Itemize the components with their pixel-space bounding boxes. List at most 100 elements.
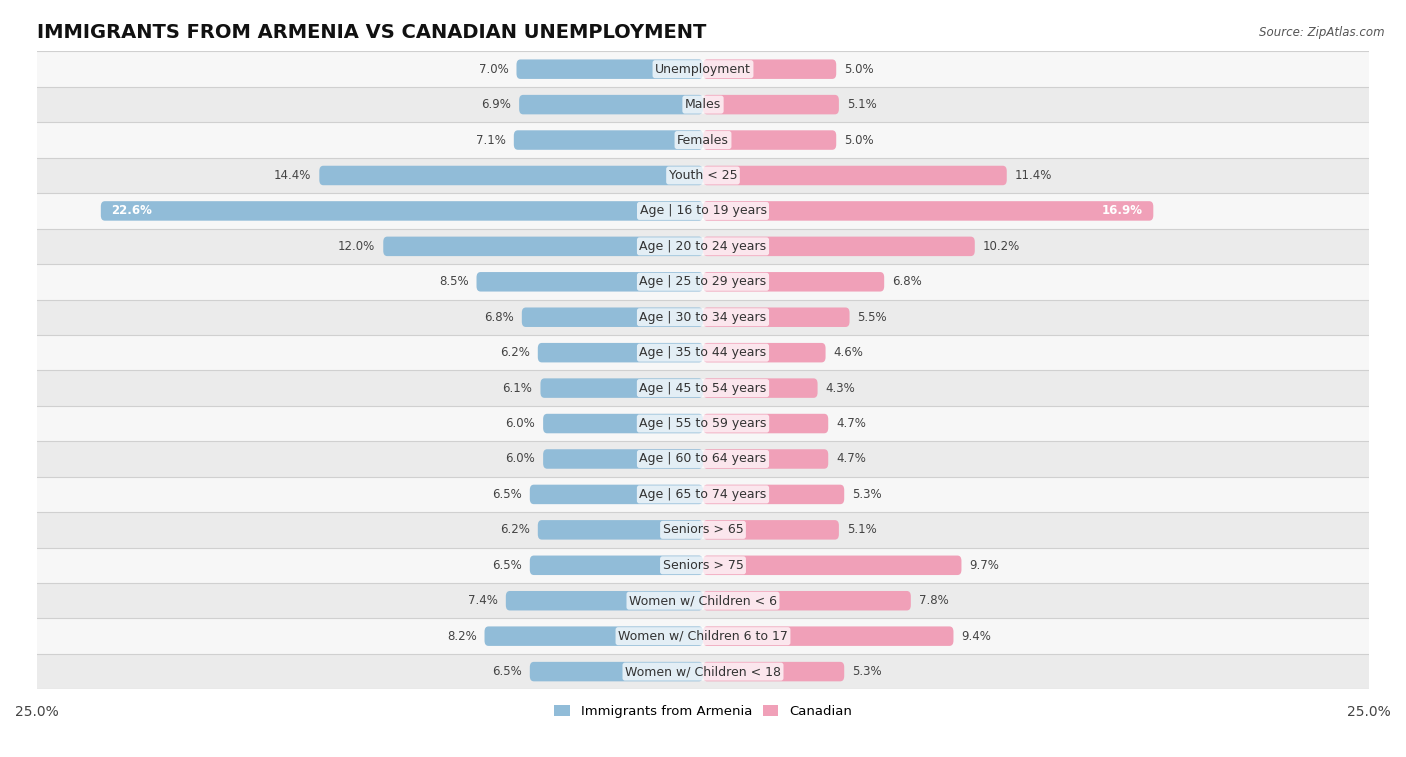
Text: 7.8%: 7.8% xyxy=(920,594,949,607)
Bar xyxy=(37,654,1369,690)
FancyBboxPatch shape xyxy=(540,378,703,398)
Text: Unemployment: Unemployment xyxy=(655,63,751,76)
Text: Source: ZipAtlas.com: Source: ZipAtlas.com xyxy=(1260,26,1385,39)
FancyBboxPatch shape xyxy=(519,95,703,114)
FancyBboxPatch shape xyxy=(703,95,839,114)
FancyBboxPatch shape xyxy=(522,307,703,327)
FancyBboxPatch shape xyxy=(703,449,828,469)
Text: Seniors > 65: Seniors > 65 xyxy=(662,523,744,537)
Bar xyxy=(37,547,1369,583)
FancyBboxPatch shape xyxy=(543,449,703,469)
Text: 6.9%: 6.9% xyxy=(481,98,512,111)
Bar xyxy=(37,618,1369,654)
FancyBboxPatch shape xyxy=(703,484,844,504)
Text: 8.5%: 8.5% xyxy=(439,276,468,288)
FancyBboxPatch shape xyxy=(506,591,703,610)
Bar xyxy=(37,300,1369,335)
Text: Males: Males xyxy=(685,98,721,111)
Text: 4.6%: 4.6% xyxy=(834,346,863,359)
Text: 6.2%: 6.2% xyxy=(501,523,530,537)
Text: 6.0%: 6.0% xyxy=(505,417,536,430)
FancyBboxPatch shape xyxy=(703,272,884,291)
FancyBboxPatch shape xyxy=(477,272,703,291)
Text: Women w/ Children < 18: Women w/ Children < 18 xyxy=(626,665,780,678)
Text: 4.7%: 4.7% xyxy=(837,417,866,430)
Text: 9.7%: 9.7% xyxy=(970,559,1000,572)
Text: 6.5%: 6.5% xyxy=(492,559,522,572)
Bar xyxy=(37,193,1369,229)
Bar xyxy=(37,335,1369,370)
Text: 10.2%: 10.2% xyxy=(983,240,1019,253)
Text: 12.0%: 12.0% xyxy=(337,240,375,253)
FancyBboxPatch shape xyxy=(703,237,974,256)
Text: 4.7%: 4.7% xyxy=(837,453,866,466)
FancyBboxPatch shape xyxy=(703,627,953,646)
FancyBboxPatch shape xyxy=(538,343,703,363)
Bar xyxy=(37,157,1369,193)
Text: 16.9%: 16.9% xyxy=(1102,204,1143,217)
Text: Women w/ Children < 6: Women w/ Children < 6 xyxy=(628,594,778,607)
Text: Females: Females xyxy=(678,133,728,147)
Text: Seniors > 75: Seniors > 75 xyxy=(662,559,744,572)
Bar xyxy=(37,264,1369,300)
Text: 5.3%: 5.3% xyxy=(852,665,882,678)
FancyBboxPatch shape xyxy=(703,414,828,433)
FancyBboxPatch shape xyxy=(703,130,837,150)
FancyBboxPatch shape xyxy=(101,201,703,221)
Text: Age | 60 to 64 years: Age | 60 to 64 years xyxy=(640,453,766,466)
Bar xyxy=(37,441,1369,477)
Text: 5.3%: 5.3% xyxy=(852,488,882,501)
FancyBboxPatch shape xyxy=(703,343,825,363)
Text: 6.2%: 6.2% xyxy=(501,346,530,359)
FancyBboxPatch shape xyxy=(516,60,703,79)
Text: Age | 35 to 44 years: Age | 35 to 44 years xyxy=(640,346,766,359)
Text: 6.8%: 6.8% xyxy=(484,310,513,324)
Text: 7.1%: 7.1% xyxy=(477,133,506,147)
Bar xyxy=(37,87,1369,123)
Text: 6.8%: 6.8% xyxy=(893,276,922,288)
Text: 6.1%: 6.1% xyxy=(502,382,533,394)
Text: Age | 25 to 29 years: Age | 25 to 29 years xyxy=(640,276,766,288)
Text: 8.2%: 8.2% xyxy=(447,630,477,643)
Text: 22.6%: 22.6% xyxy=(111,204,152,217)
Text: 6.0%: 6.0% xyxy=(505,453,536,466)
Text: 5.0%: 5.0% xyxy=(844,63,875,76)
FancyBboxPatch shape xyxy=(703,166,1007,185)
Bar xyxy=(37,229,1369,264)
FancyBboxPatch shape xyxy=(530,662,703,681)
Text: 6.5%: 6.5% xyxy=(492,665,522,678)
Text: 4.3%: 4.3% xyxy=(825,382,855,394)
Bar xyxy=(37,512,1369,547)
Text: 11.4%: 11.4% xyxy=(1015,169,1052,182)
Text: 9.4%: 9.4% xyxy=(962,630,991,643)
FancyBboxPatch shape xyxy=(485,627,703,646)
Text: Age | 20 to 24 years: Age | 20 to 24 years xyxy=(640,240,766,253)
FancyBboxPatch shape xyxy=(703,520,839,540)
Text: IMMIGRANTS FROM ARMENIA VS CANADIAN UNEMPLOYMENT: IMMIGRANTS FROM ARMENIA VS CANADIAN UNEM… xyxy=(37,23,706,42)
Text: Age | 65 to 74 years: Age | 65 to 74 years xyxy=(640,488,766,501)
Bar xyxy=(37,51,1369,87)
Bar xyxy=(37,583,1369,618)
FancyBboxPatch shape xyxy=(530,556,703,575)
Text: 7.0%: 7.0% xyxy=(478,63,509,76)
FancyBboxPatch shape xyxy=(703,307,849,327)
Bar xyxy=(37,123,1369,157)
FancyBboxPatch shape xyxy=(319,166,703,185)
FancyBboxPatch shape xyxy=(538,520,703,540)
FancyBboxPatch shape xyxy=(530,484,703,504)
FancyBboxPatch shape xyxy=(703,378,817,398)
FancyBboxPatch shape xyxy=(543,414,703,433)
FancyBboxPatch shape xyxy=(703,60,837,79)
Bar xyxy=(37,477,1369,512)
Text: Youth < 25: Youth < 25 xyxy=(669,169,737,182)
Bar xyxy=(37,406,1369,441)
Text: Age | 16 to 19 years: Age | 16 to 19 years xyxy=(640,204,766,217)
Text: 5.0%: 5.0% xyxy=(844,133,875,147)
Bar xyxy=(37,370,1369,406)
Text: 5.1%: 5.1% xyxy=(846,523,876,537)
FancyBboxPatch shape xyxy=(703,201,1153,221)
FancyBboxPatch shape xyxy=(384,237,703,256)
Text: Age | 55 to 59 years: Age | 55 to 59 years xyxy=(640,417,766,430)
Text: Age | 45 to 54 years: Age | 45 to 54 years xyxy=(640,382,766,394)
Text: 7.4%: 7.4% xyxy=(468,594,498,607)
